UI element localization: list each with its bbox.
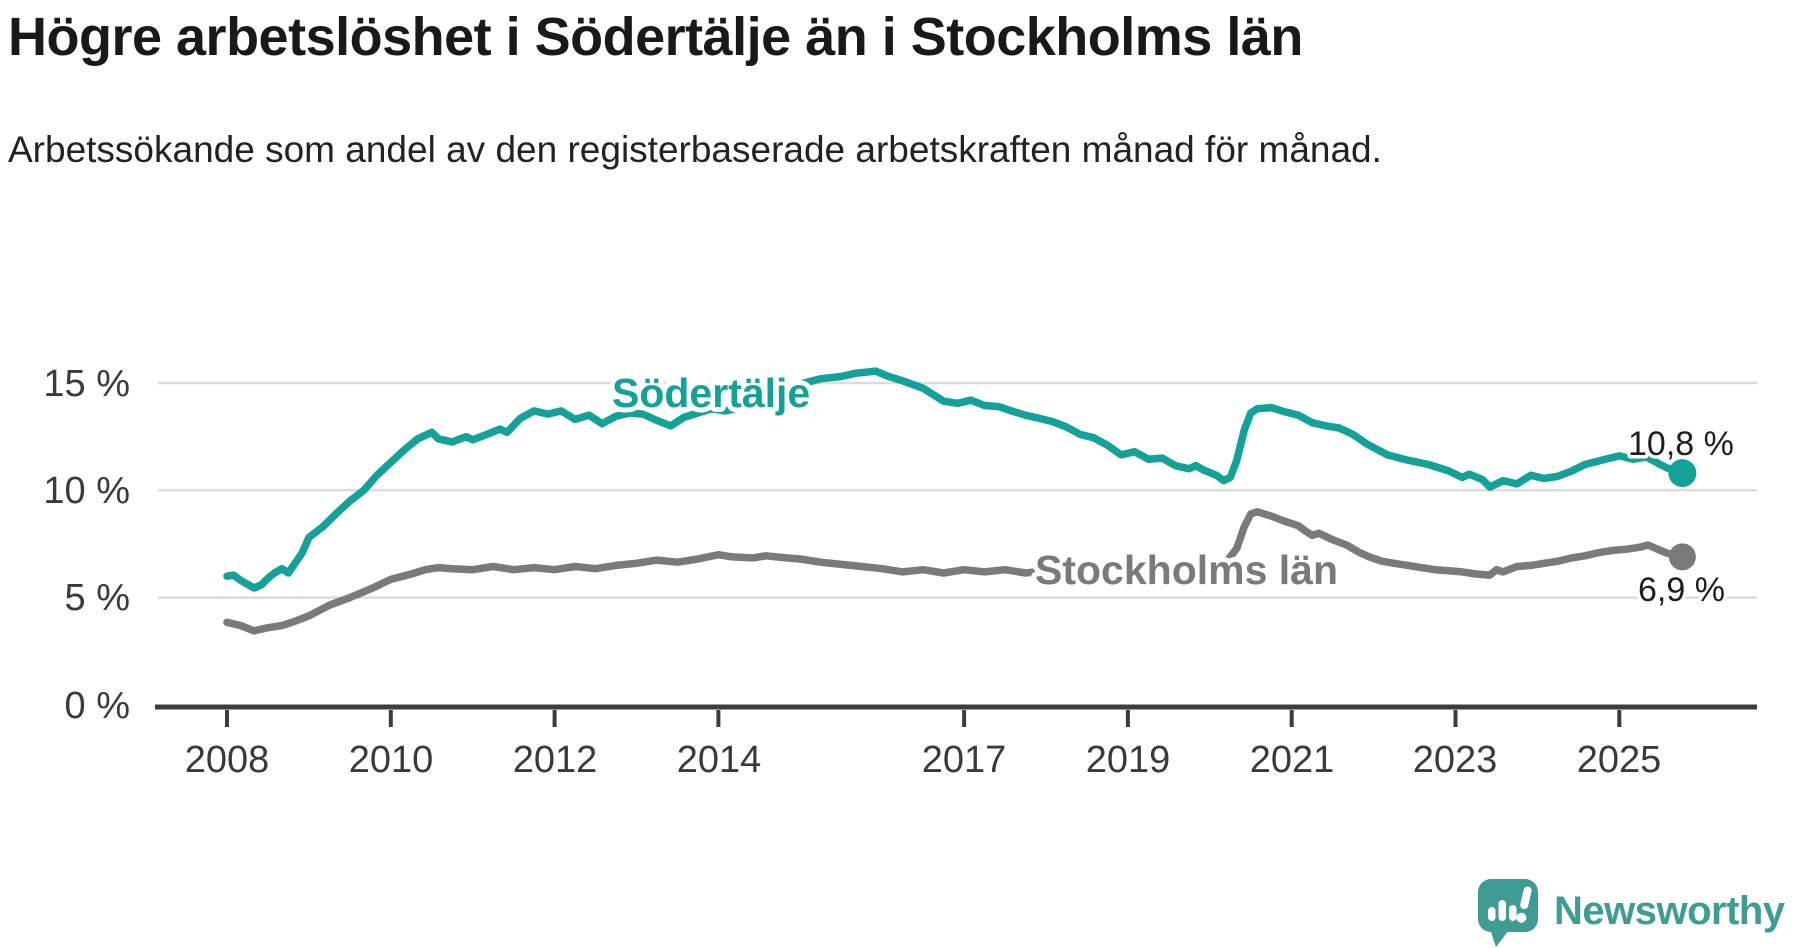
chart-header: Högre arbetslöshet i Södertälje än i Sto…: [8, 6, 1788, 179]
series-label-sodertalje: Södertälje: [612, 370, 810, 416]
end-value-labels: 10,8 % 6,9 %: [1625, 422, 1738, 613]
series-labels: Södertälje Stockholms län: [607, 365, 1343, 598]
y-tick-label: 15 %: [43, 363, 130, 405]
newsworthy-logo-icon: [1478, 879, 1538, 947]
x-tick-label: 2021: [1250, 739, 1335, 781]
newsworthy-logo: Newsworthy: [1476, 874, 1785, 948]
x-tick-label: 2017: [922, 739, 1007, 781]
y-tick-label: 5 %: [65, 577, 130, 619]
x-tick-label: 2008: [185, 739, 270, 781]
y-tick-label: 10 %: [43, 470, 130, 512]
line-sodertalje: [223, 367, 1687, 592]
x-axis: [155, 704, 1757, 727]
series-label-stockholms-lan: Stockholms län: [1035, 547, 1338, 593]
latest-value-dot: [1668, 543, 1696, 571]
end-value-label-sodertalje: 10,8 %: [1628, 425, 1734, 463]
page-title: Högre arbetslöshet i Södertälje än i Sto…: [8, 7, 1303, 67]
chart-subtitle: Arbetssökande som andel av den registerb…: [8, 129, 1382, 171]
x-axis-labels: 2008 2010 2012 2014 2017 2019 2021 2023 …: [185, 739, 1662, 781]
x-tick-label: 2025: [1577, 739, 1662, 781]
y-tick-label: 0 %: [65, 685, 130, 727]
line-stockholms-lan: [223, 508, 1687, 635]
y-axis-labels: 15 % 10 % 5 % 0 %: [43, 363, 130, 727]
x-tick-label: 2019: [1086, 739, 1171, 781]
series-lines: [223, 367, 1697, 635]
end-value-label-stockholms-lan: 6,9 %: [1638, 571, 1725, 609]
x-tick-label: 2014: [677, 739, 762, 781]
latest-value-dot: [1668, 459, 1697, 488]
x-tick-label: 2012: [513, 739, 598, 781]
x-tick-label: 2010: [349, 739, 434, 781]
newsworthy-logo-text: Newsworthy: [1554, 888, 1785, 933]
x-tick-label: 2023: [1413, 739, 1498, 781]
